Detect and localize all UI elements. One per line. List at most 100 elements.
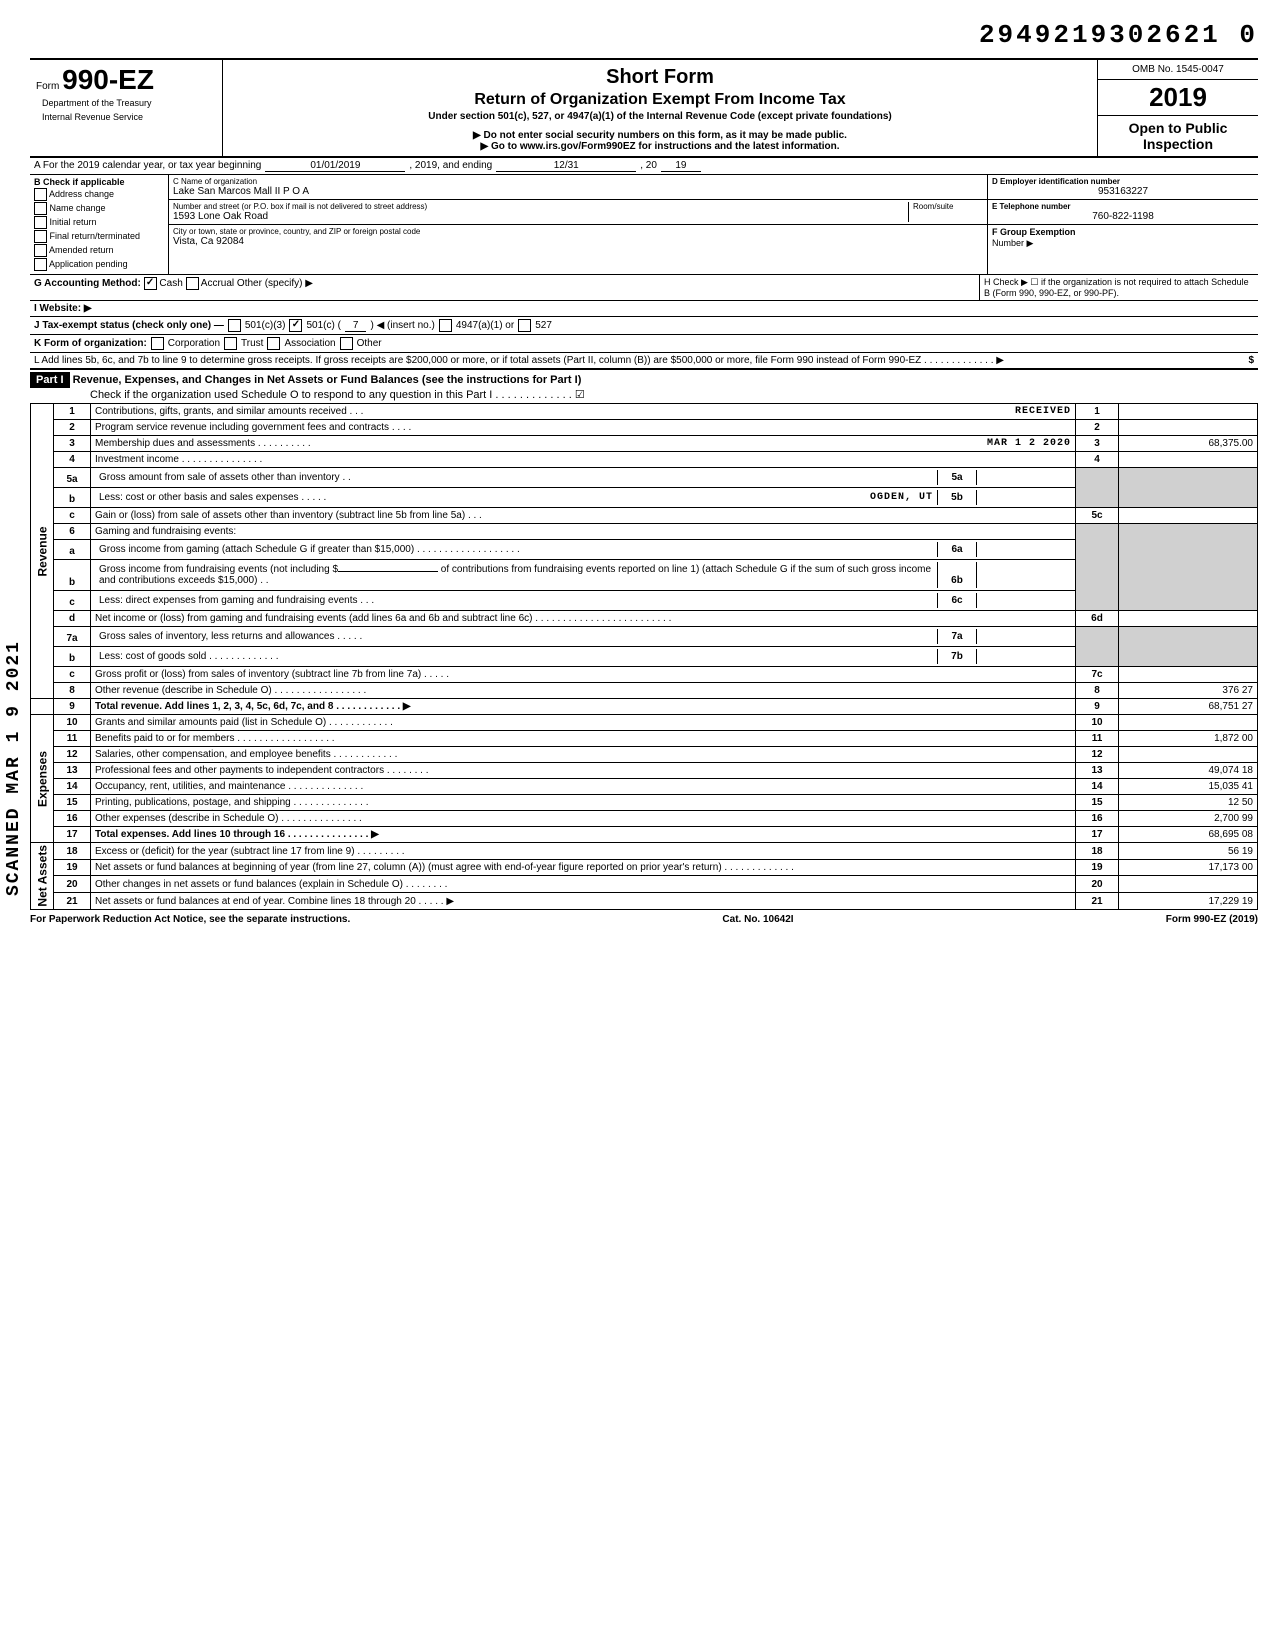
cb-501c-post: ) ◀ (insert no.) xyxy=(370,320,434,331)
cb-corp[interactable] xyxy=(151,337,164,350)
l7-graybox xyxy=(1076,627,1119,667)
cb-501c3[interactable] xyxy=(228,319,241,332)
l12-box: 12 xyxy=(1076,747,1119,763)
l5-grayamt xyxy=(1119,468,1258,508)
tax-year: 2019 xyxy=(1098,80,1258,116)
form-number: 990-EZ xyxy=(62,64,154,95)
l16-amt: 2,700 99 xyxy=(1119,811,1258,827)
l5a-num: 5a xyxy=(54,468,91,488)
l7-grayamt xyxy=(1119,627,1258,667)
l20-num: 20 xyxy=(54,876,91,893)
label-form-org: K Form of organization: xyxy=(34,338,147,349)
l6-grayamt xyxy=(1119,524,1258,611)
cb-trust-label: Trust xyxy=(241,338,263,349)
omb-box: OMB No. 1545-0047 2019 Open to Public In… xyxy=(1098,60,1258,156)
year-end-yy: 19 xyxy=(661,160,701,172)
entity-block: B Check if applicable Address change Nam… xyxy=(30,175,1258,275)
label-room: Room/suite xyxy=(908,202,983,222)
label-phone: E Telephone number xyxy=(992,202,1254,211)
line-a-mid: , 2019, and ending xyxy=(409,160,492,172)
block-l: L Add lines 5b, 6c, and 7b to line 9 to … xyxy=(30,353,1258,369)
netassets-side-label: Net Assets xyxy=(31,843,54,910)
l5a-desc: Gross amount from sale of assets other t… xyxy=(91,468,1076,488)
l7c-num: c xyxy=(54,667,91,683)
l7b-desc: Less: cost of goods sold . . . . . . . .… xyxy=(91,647,1076,667)
l4-amt xyxy=(1119,452,1258,468)
cb-527-label: 527 xyxy=(535,320,552,331)
l6-desc: Gaming and fundraising events: xyxy=(91,524,1076,540)
cb-527[interactable] xyxy=(518,319,531,332)
block-c: C Name of organization Lake San Marcos M… xyxy=(169,175,988,274)
l2-num: 2 xyxy=(54,420,91,436)
label-accounting: G Accounting Method: xyxy=(34,278,141,289)
cb-501c3-label: 501(c)(3) xyxy=(245,320,286,331)
cb-4947[interactable] xyxy=(439,319,452,332)
l5c-amt xyxy=(1119,508,1258,524)
footer-right: Form 990-EZ (2019) xyxy=(1166,914,1258,925)
short-form-title: Short Form xyxy=(231,66,1089,89)
l14-desc: Occupancy, rent, utilities, and maintena… xyxy=(91,779,1076,795)
part1-header: Part I Revenue, Expenses, and Changes in… xyxy=(30,369,1258,404)
l17-box: 17 xyxy=(1076,827,1119,843)
l7c-box: 7c xyxy=(1076,667,1119,683)
l1-desc: Contributions, gifts, grants, and simila… xyxy=(91,404,1076,420)
cb-4947-label: 4947(a)(1) or xyxy=(456,320,514,331)
l9-amt: 68,751 27 xyxy=(1119,699,1258,715)
ein-value: 953163227 xyxy=(992,186,1254,197)
cb-assoc[interactable] xyxy=(267,337,280,350)
footer-mid: Cat. No. 10642I xyxy=(722,914,793,925)
cb-501c[interactable]: ✓ xyxy=(289,319,302,332)
l16-num: 16 xyxy=(54,811,91,827)
cb-initial[interactable] xyxy=(34,216,47,229)
cb-pending[interactable] xyxy=(34,258,47,271)
block-k: K Form of organization: Corporation Trus… xyxy=(30,335,1258,353)
l4-box: 4 xyxy=(1076,452,1119,468)
l6b-desc: Gross income from fundraising events (no… xyxy=(91,560,1076,591)
date-stamp: MAR 1 2 2020 xyxy=(987,438,1071,449)
omb-number: OMB No. 1545-0047 xyxy=(1098,60,1258,80)
l15-num: 15 xyxy=(54,795,91,811)
l19-box: 19 xyxy=(1076,859,1119,876)
block-l-text: L Add lines 5b, 6c, and 7b to line 9 to … xyxy=(34,355,1004,366)
cb-accrual-label: Accrual xyxy=(201,278,234,289)
l18-num: 18 xyxy=(54,843,91,860)
cb-accrual[interactable] xyxy=(186,277,199,290)
open-public: Open to Public Inspection xyxy=(1098,116,1258,156)
cb-name-change[interactable] xyxy=(34,202,47,215)
l21-amt: 17,229 19 xyxy=(1119,892,1258,909)
l12-num: 12 xyxy=(54,747,91,763)
l18-desc: Excess or (deficit) for the year (subtra… xyxy=(91,843,1076,860)
l5c-desc: Gain or (loss) from sale of assets other… xyxy=(91,508,1076,524)
scanned-stamp: SCANNED MAR 1 9 2021 xyxy=(4,640,24,896)
l21-box: 21 xyxy=(1076,892,1119,909)
part1-check-line: Check if the organization used Schedule … xyxy=(30,389,585,401)
l5c-num: c xyxy=(54,508,91,524)
cb-501c-pre: 501(c) ( xyxy=(306,320,340,331)
l3-box: 3 xyxy=(1076,436,1119,452)
label-city: City or town, state or province, country… xyxy=(173,227,983,236)
l16-box: 16 xyxy=(1076,811,1119,827)
cb-other-org[interactable] xyxy=(340,337,353,350)
cb-address-change[interactable] xyxy=(34,188,47,201)
l10-box: 10 xyxy=(1076,715,1119,731)
l14-box: 14 xyxy=(1076,779,1119,795)
cb-final[interactable] xyxy=(34,230,47,243)
l8-num: 8 xyxy=(54,683,91,699)
line-a-yearlabel: , 20 xyxy=(640,160,657,172)
label-org-name: C Name of organization xyxy=(173,177,983,186)
title-box: Short Form Return of Organization Exempt… xyxy=(223,60,1098,156)
cb-trust[interactable] xyxy=(224,337,237,350)
label-website: I Website: ▶ xyxy=(34,303,92,314)
l6-num: 6 xyxy=(54,524,91,540)
block-b-header: B Check if applicable xyxy=(34,177,164,187)
l6a-desc: Gross income from gaming (attach Schedul… xyxy=(91,540,1076,560)
l15-desc: Printing, publications, postage, and shi… xyxy=(91,795,1076,811)
cb-assoc-label: Association xyxy=(284,338,335,349)
cb-cash[interactable]: ✓ xyxy=(144,277,157,290)
footer: For Paperwork Reduction Act Notice, see … xyxy=(30,910,1258,925)
lines-table: Revenue 1 Contributions, gifts, grants, … xyxy=(30,404,1258,910)
cb-amended[interactable] xyxy=(34,244,47,257)
l7c-desc: Gross profit or (loss) from sales of inv… xyxy=(91,667,1076,683)
l17-num: 17 xyxy=(54,827,91,843)
l8-desc: Other revenue (describe in Schedule O) .… xyxy=(91,683,1076,699)
